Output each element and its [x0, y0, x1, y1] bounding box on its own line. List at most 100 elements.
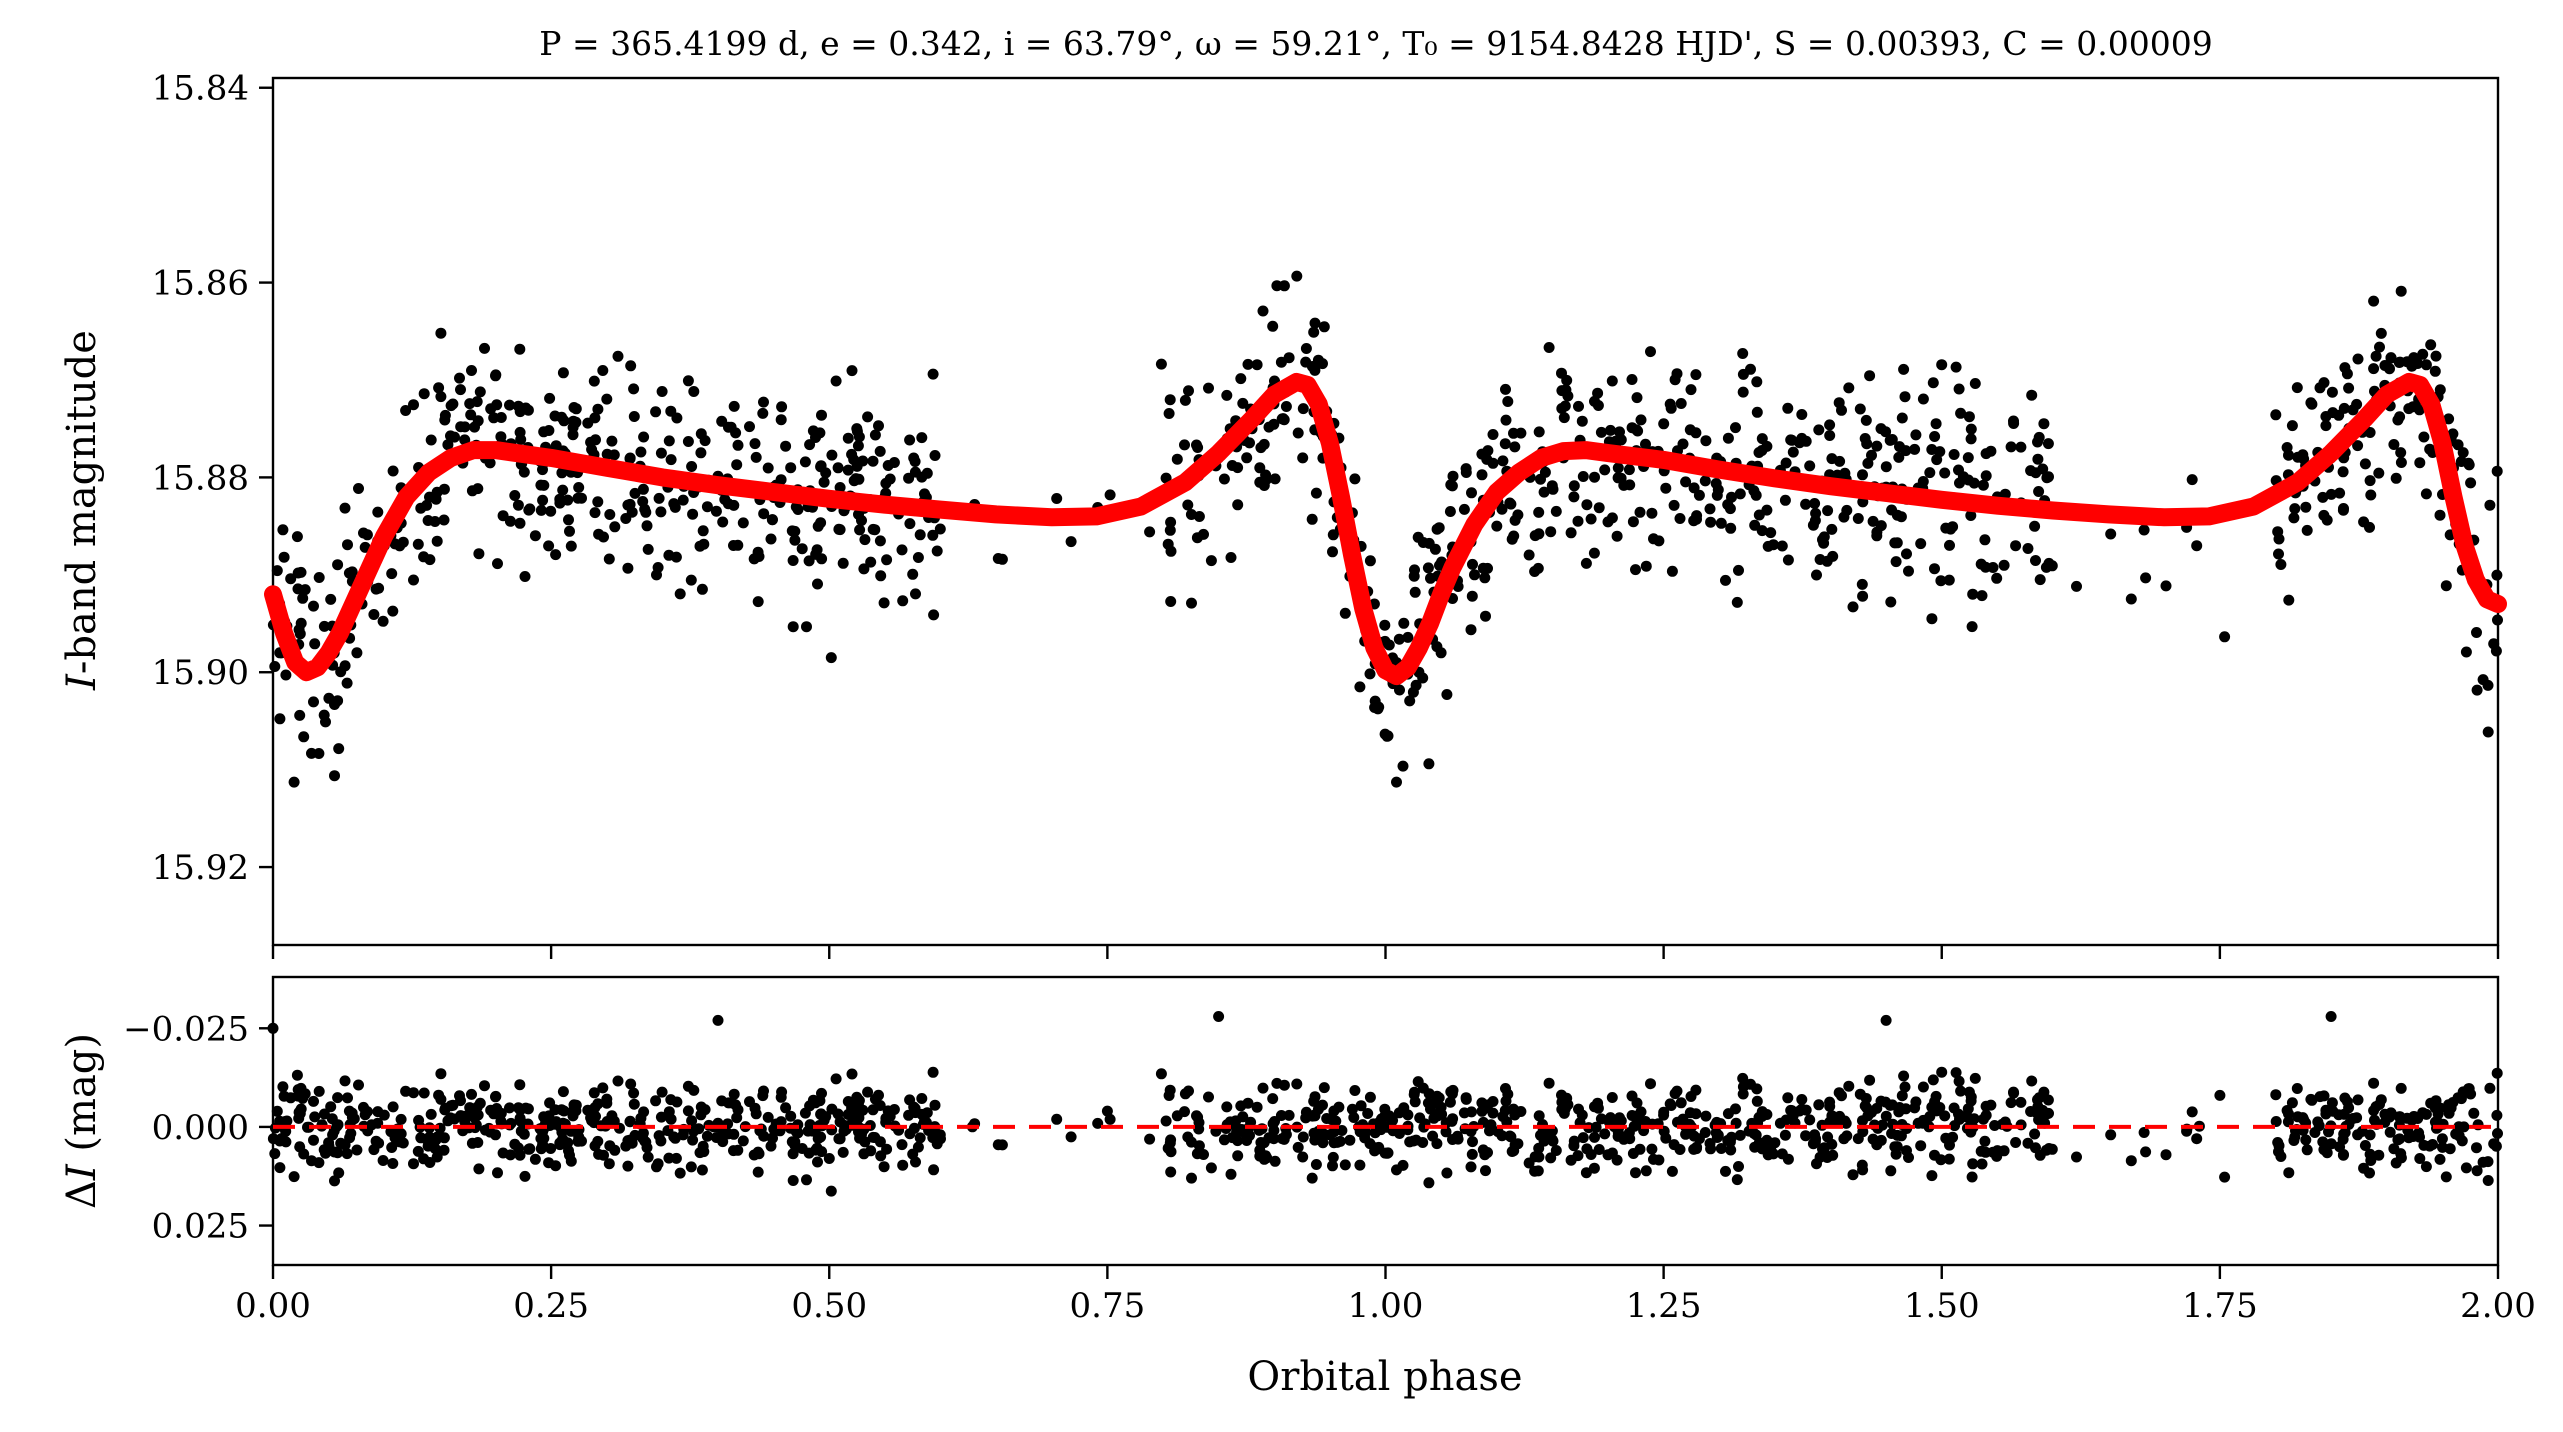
observation-point — [573, 482, 585, 493]
residual-point — [2352, 1094, 2364, 1106]
observation-point — [1953, 464, 1964, 476]
residual-point — [1373, 1117, 1385, 1129]
observation-point — [874, 445, 886, 457]
residual-point — [1306, 1172, 1318, 1184]
observation-point — [1165, 516, 1177, 528]
observation-point — [1626, 374, 1638, 385]
observation-point — [1446, 480, 1458, 492]
observation-point — [464, 398, 476, 410]
observation-point — [397, 536, 409, 548]
observation-point — [1684, 424, 1696, 436]
observation-point — [514, 517, 526, 529]
residual-point — [435, 1093, 447, 1105]
observation-point — [2429, 365, 2441, 377]
top-panel: 15.84 15.86 15.88 15.90 15.92 I-band magnitu… — [59, 69, 2507, 959]
observation-point — [495, 412, 507, 423]
residual-point — [609, 1144, 621, 1156]
observation-point — [1573, 400, 1584, 412]
residual-point — [1101, 1105, 1113, 1117]
observation-point — [701, 501, 713, 513]
residual-point — [1387, 1114, 1399, 1126]
residual-point — [514, 1079, 526, 1091]
observation-point — [1500, 414, 1512, 426]
residual-point — [1331, 1136, 1343, 1148]
observation-point — [438, 514, 450, 526]
observation-point — [1558, 412, 1570, 424]
residual-point — [1164, 1137, 1176, 1149]
observation-point — [1834, 455, 1846, 467]
residual-point — [665, 1113, 677, 1125]
residual-point — [641, 1142, 653, 1154]
observation-point — [1671, 368, 1683, 380]
residual-point — [830, 1073, 842, 1085]
residual-point — [651, 1161, 662, 1173]
observation-point — [1646, 507, 1658, 519]
residual-point — [731, 1112, 743, 1124]
residual-point — [1409, 1096, 1421, 1108]
residual-point — [2463, 1083, 2474, 1095]
observation-point — [874, 535, 886, 547]
observation-point — [775, 414, 787, 426]
residual-point — [1308, 1127, 1320, 1139]
residual-point — [1435, 1101, 1447, 1113]
observation-point — [1543, 342, 1555, 353]
observation-point — [1809, 498, 1821, 509]
observation-point — [1965, 433, 1977, 445]
observation-point — [2385, 352, 2397, 364]
residual-point — [929, 1099, 941, 1111]
residual-point — [927, 1066, 939, 1078]
residual-point — [628, 1087, 640, 1099]
observation-point — [1720, 574, 1731, 586]
observation-point — [1546, 480, 1558, 492]
observation-point — [2026, 389, 2038, 401]
residual-point — [1631, 1110, 1643, 1122]
residual-point — [1852, 1133, 1864, 1145]
observation-point — [2375, 327, 2387, 339]
observation-point — [1998, 559, 2010, 571]
observation-point — [852, 440, 864, 452]
observation-point — [665, 454, 677, 466]
observation-point — [1779, 494, 1791, 506]
residual-point — [1691, 1143, 1702, 1155]
observation-point — [685, 574, 697, 586]
observation-point — [1891, 537, 1903, 549]
residual-point — [562, 1137, 574, 1149]
residual-point — [2393, 1111, 2405, 1123]
observation-point — [377, 615, 389, 627]
residual-point — [1327, 1160, 1338, 1172]
observation-point — [837, 557, 849, 569]
residual-point — [2214, 1089, 2226, 1101]
residual-point — [1954, 1113, 1965, 1125]
residual-point — [1348, 1112, 1360, 1123]
residual-point — [2417, 1107, 2429, 1119]
observation-point — [674, 588, 686, 600]
observation-point — [1425, 572, 1436, 584]
observation-point — [1487, 457, 1499, 469]
observation-point — [695, 428, 707, 440]
residual-point — [1444, 1096, 1456, 1108]
observation-point — [1144, 526, 1156, 538]
observation-point — [1926, 444, 1938, 455]
residual-point — [881, 1143, 893, 1155]
observation-point — [535, 504, 547, 516]
residual-point — [696, 1164, 708, 1176]
observation-point — [1800, 435, 1812, 447]
residual-point — [785, 1110, 797, 1122]
observation-point — [628, 411, 640, 422]
observation-point — [687, 508, 699, 520]
observation-point — [313, 572, 325, 583]
residual-point — [1965, 1095, 1977, 1107]
observation-point — [1354, 681, 1366, 693]
residual-point — [851, 1091, 863, 1103]
observation-point — [624, 452, 636, 464]
residual-point — [318, 1108, 330, 1120]
observation-point — [606, 435, 618, 447]
observation-point — [1843, 382, 1855, 394]
observation-point — [1813, 424, 1825, 436]
residual-point — [2219, 1171, 2231, 1183]
residual-point — [1602, 1149, 1614, 1161]
observation-point — [455, 421, 467, 433]
residual-point — [2282, 1116, 2294, 1128]
residual-point — [1576, 1109, 1588, 1121]
residual-point — [655, 1111, 667, 1123]
